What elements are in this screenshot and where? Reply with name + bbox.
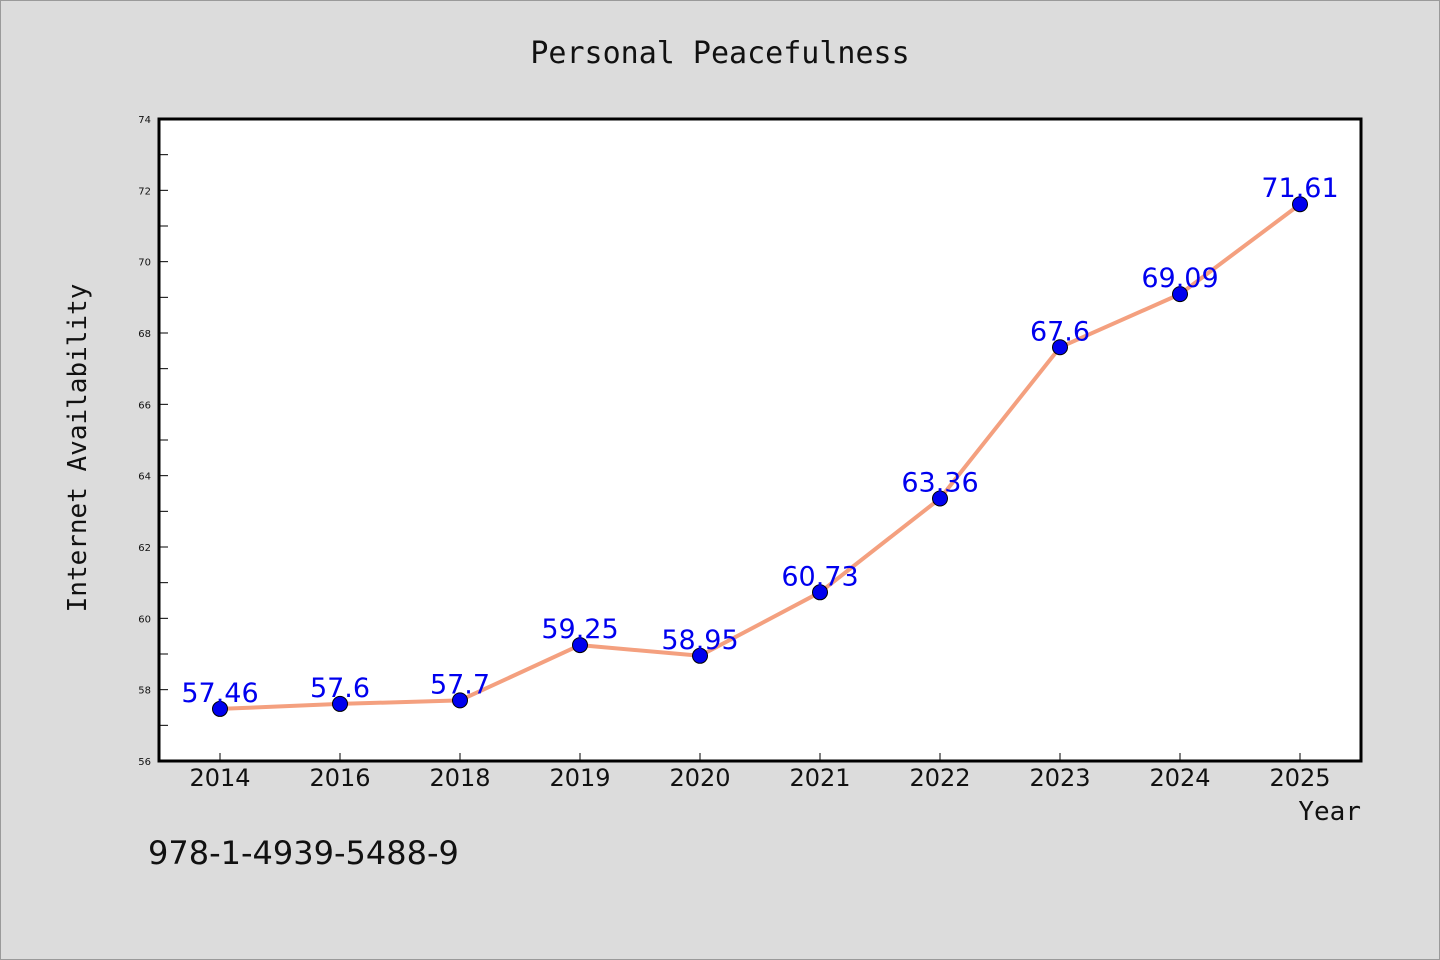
data-point	[1052, 339, 1068, 356]
data-label: 59.25	[541, 614, 618, 645]
data-point	[332, 695, 348, 712]
data-point	[212, 700, 228, 717]
x-tick-label: 2020	[669, 764, 730, 792]
data-point	[1172, 286, 1188, 303]
y-tick-label: 56	[138, 757, 151, 768]
series-polyline	[218, 202, 1302, 711]
x-tick-label: 2024	[1149, 764, 1210, 792]
series-markers	[212, 196, 1308, 717]
data-point	[692, 647, 708, 664]
data-point	[812, 584, 828, 601]
x-tick-label: 2021	[789, 764, 850, 792]
data-point	[572, 637, 588, 654]
x-tick-label: 2016	[309, 764, 370, 792]
data-labels: 57.46 57.6 57.7 59.25 58.95 60.73 63.36 67.6 69.…	[181, 173, 1338, 709]
series-line	[218, 202, 1302, 711]
y-tick-label: 72	[138, 186, 151, 197]
x-tick-label: 2023	[1029, 764, 1090, 792]
plot-area	[157, 117, 1363, 763]
data-label: 58.95	[661, 625, 738, 656]
x-tick-label: 2025	[1269, 764, 1330, 792]
data-label: 69.09	[1141, 263, 1218, 294]
data-label: 67.6	[1030, 316, 1090, 347]
y-tick-label: 62	[138, 543, 151, 554]
y-tick-label: 66	[138, 400, 151, 411]
data-label: 60.73	[781, 561, 858, 592]
x-axis: 2014 2016 2018 2019 2020 2021 2022 2023 2024 2025	[189, 753, 1331, 792]
footer-isbn: 978-1-4939-5488-9	[148, 834, 459, 872]
data-point	[452, 692, 468, 709]
y-axis-label: Internet Availability	[63, 284, 93, 613]
x-axis-label: Year	[1298, 797, 1361, 827]
x-tick-label: 2018	[429, 764, 490, 792]
data-label: 71.61	[1261, 173, 1338, 204]
y-tick-label: 58	[138, 686, 151, 697]
x-tick-label: 2022	[909, 764, 970, 792]
y-axis: 56 58 60 62 64 66 68 70 72 74	[138, 115, 168, 768]
data-label: 63.36	[901, 467, 978, 498]
x-tick-label: 2019	[549, 764, 610, 792]
data-label: 57.6	[310, 673, 370, 704]
y-tick-label: 64	[138, 472, 151, 483]
data-label: 57.46	[181, 678, 258, 709]
y-tick-label: 74	[138, 115, 151, 126]
y-tick-label: 68	[138, 329, 151, 340]
x-tick-label: 2014	[189, 764, 250, 792]
data-label: 57.7	[430, 669, 490, 700]
data-point	[932, 490, 948, 507]
data-point	[1292, 196, 1308, 213]
y-tick-label: 60	[138, 614, 151, 625]
chart-title: Personal Peacefulness	[530, 36, 909, 71]
y-tick-label: 70	[138, 258, 151, 269]
